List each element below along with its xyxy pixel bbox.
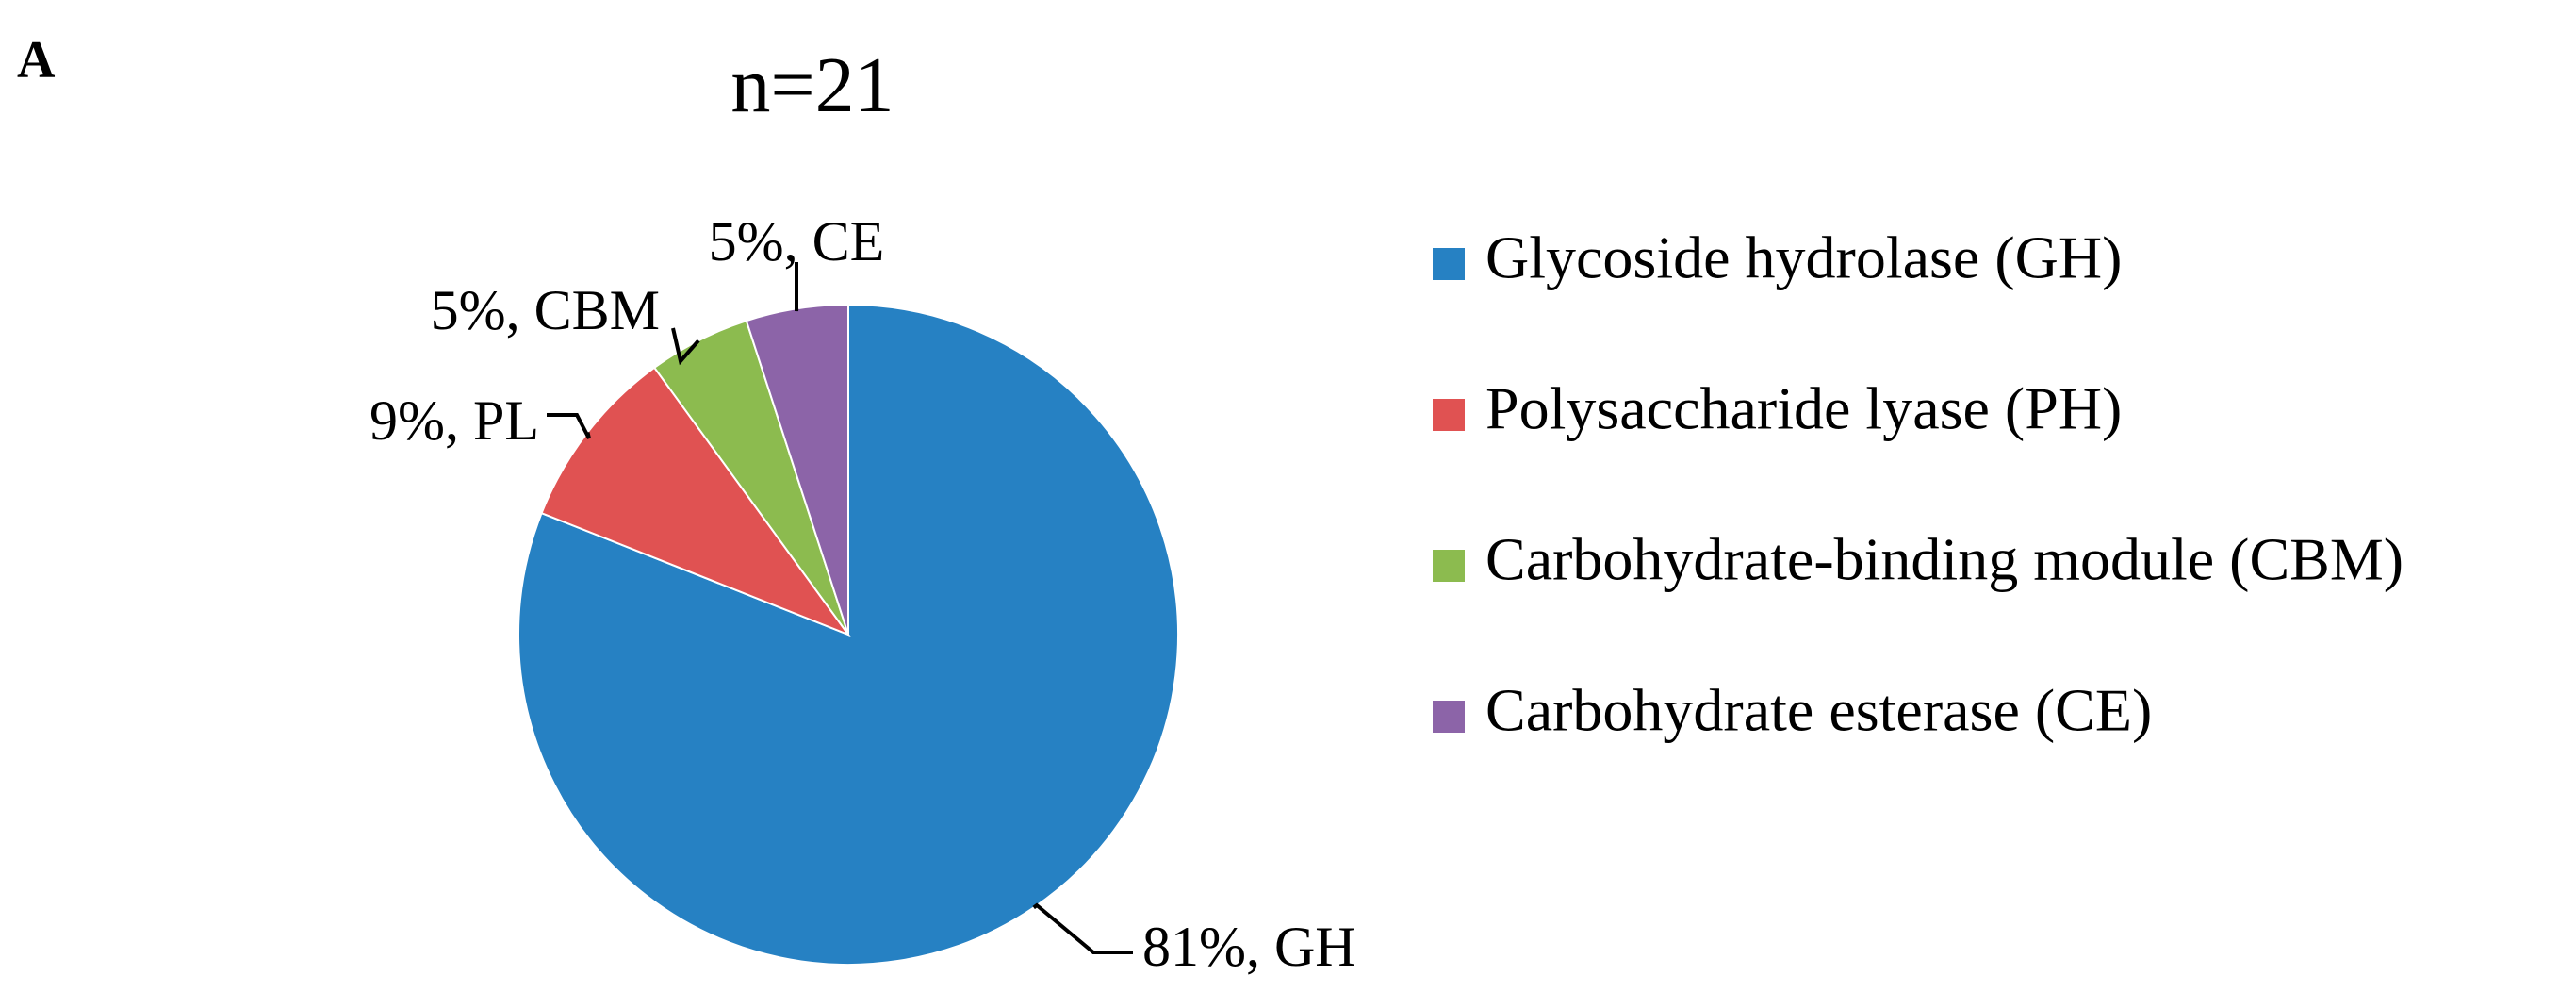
panel-label: A [17,31,56,90]
leader-line-pl [547,413,591,439]
leader-line-gh [1032,902,1133,954]
legend-swatch-pl [1433,399,1465,431]
pie-slices [517,303,1179,966]
legend-label-ce: Carbohydrate esterase (CE) [1485,677,2152,744]
data-label-cbm: 5%, CBM [431,279,660,341]
leader-line-cbm [671,327,700,366]
chart-title: n=21 [730,41,894,129]
legend-swatch-ce [1433,701,1465,733]
legend-label-cbm: Carbohydrate-binding module (CBM) [1485,526,2404,593]
legend-swatch-gh [1433,248,1465,280]
legend-label-gh: Glycoside hydrolase (GH) [1485,224,2122,291]
data-label-gh: 81%, GH [1142,916,1356,978]
legend-label-pl: Polysaccharide lyase (PH) [1485,375,2122,442]
data-labels: 81%, GH 9%, PL 5%, CBM 5%, CE [369,210,1356,978]
legend: Glycoside hydrolase (GH) Polysaccharide l… [1433,224,2404,744]
legend-swatch-cbm [1433,550,1465,582]
leader-lines [547,262,1133,954]
data-label-pl: 9%, PL [369,389,539,452]
data-label-ce: 5%, CE [709,210,885,273]
